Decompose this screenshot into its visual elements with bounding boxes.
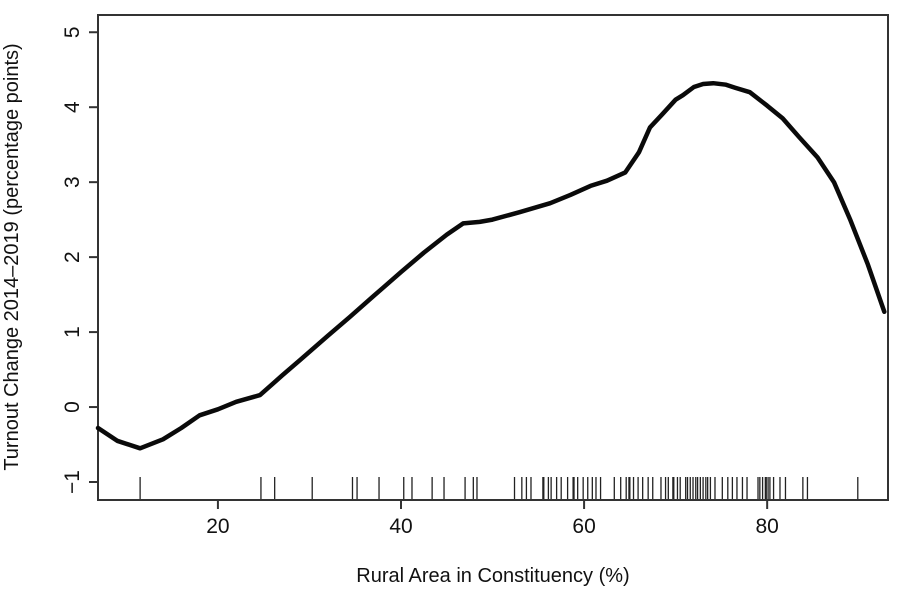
x-tick-label: 60 [572, 515, 595, 538]
axis-ticks: 20 40 60 80 −1 0 1 2 3 4 5 [61, 26, 779, 538]
smoothed-curve [95, 80, 887, 451]
y-tick-label: 1 [61, 326, 84, 338]
y-axis-title: Turnout Change 2014–2019 (percentage poi… [1, 43, 23, 470]
x-tick-label: 20 [206, 515, 229, 538]
y-tick-label: 5 [61, 26, 84, 38]
y-tick-label: 3 [61, 176, 84, 188]
y-tick-label: 2 [61, 251, 84, 263]
y-tick-label: −1 [61, 470, 84, 494]
x-tick-label: 40 [389, 515, 412, 538]
plot-frame [97, 14, 889, 501]
rug-marks [139, 477, 859, 499]
plot-box [97, 14, 889, 501]
x-tick-label: 80 [755, 515, 778, 538]
turnout-change-curve [95, 80, 887, 451]
y-tick-label: 4 [61, 101, 84, 113]
x-axis-title: Rural Area in Constituency (%) [356, 565, 629, 587]
y-tick-label: 0 [61, 401, 84, 413]
